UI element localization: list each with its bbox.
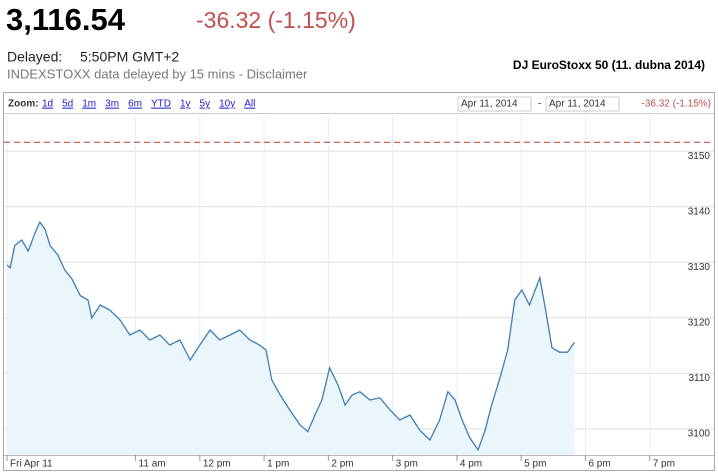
x-tick-label: 2 pm bbox=[331, 459, 353, 470]
y-tick-label: 3130 bbox=[688, 262, 711, 273]
delayed-label: Delayed: bbox=[7, 49, 62, 65]
x-tick-label: 11 am bbox=[139, 459, 166, 470]
x-tick-label: 12 pm bbox=[203, 459, 231, 470]
zoom-option[interactable]: 10y bbox=[219, 99, 235, 110]
y-tick-label: 3150 bbox=[688, 151, 711, 162]
zoom-option[interactable]: 6m bbox=[128, 99, 142, 110]
range-separator: - bbox=[538, 99, 541, 110]
x-tick-label: 6 pm bbox=[588, 459, 610, 470]
y-tick-label: 3100 bbox=[688, 429, 711, 440]
area-fill bbox=[7, 222, 575, 455]
zoom-option[interactable]: 1y bbox=[180, 99, 191, 110]
range-end-box[interactable] bbox=[545, 96, 620, 112]
zoom-option[interactable]: 1m bbox=[82, 99, 96, 110]
x-tick-label: 4 pm bbox=[460, 459, 482, 470]
price-line bbox=[6, 220, 576, 452]
price: 3,116.54 bbox=[6, 2, 126, 37]
range-change: -36.32 (-1.15%) bbox=[642, 99, 711, 110]
y-tick-label: 3140 bbox=[688, 206, 711, 217]
zoom-option[interactable]: YTD bbox=[151, 99, 171, 110]
x-tick-label: Fri Apr 11 bbox=[10, 459, 53, 470]
zoom-option[interactable]: 3m bbox=[105, 99, 119, 110]
x-tick-label: 1 pm bbox=[267, 459, 289, 470]
zoom-option[interactable]: All bbox=[244, 99, 255, 110]
zoom-label: Zoom: bbox=[8, 99, 39, 110]
range-start-box[interactable] bbox=[457, 96, 532, 112]
x-tick-label: 3 pm bbox=[396, 459, 418, 470]
chart-title: DJ EuroStoxx 50 (11. dubna 2014) bbox=[513, 58, 705, 72]
zoom-option[interactable]: 5y bbox=[200, 99, 211, 110]
range-start[interactable]: Apr 11, 2014 bbox=[461, 99, 518, 110]
range-end[interactable]: Apr 11, 2014 bbox=[549, 99, 606, 110]
y-tick-label: 3110 bbox=[688, 373, 710, 384]
zoom-option[interactable]: 5d bbox=[62, 99, 73, 110]
change: -36.32 (-1.15%) bbox=[196, 7, 356, 33]
x-tick-label: 7 pm bbox=[653, 459, 675, 470]
delayed-time: 5:50PM GMT+2 bbox=[80, 49, 179, 65]
x-tick-label: 5 pm bbox=[524, 459, 546, 470]
zoom-option[interactable]: 1d bbox=[42, 99, 53, 110]
source-note: INDEXSTOXX data delayed by 15 mins - Dis… bbox=[7, 66, 308, 81]
y-tick-label: 3120 bbox=[688, 317, 711, 328]
